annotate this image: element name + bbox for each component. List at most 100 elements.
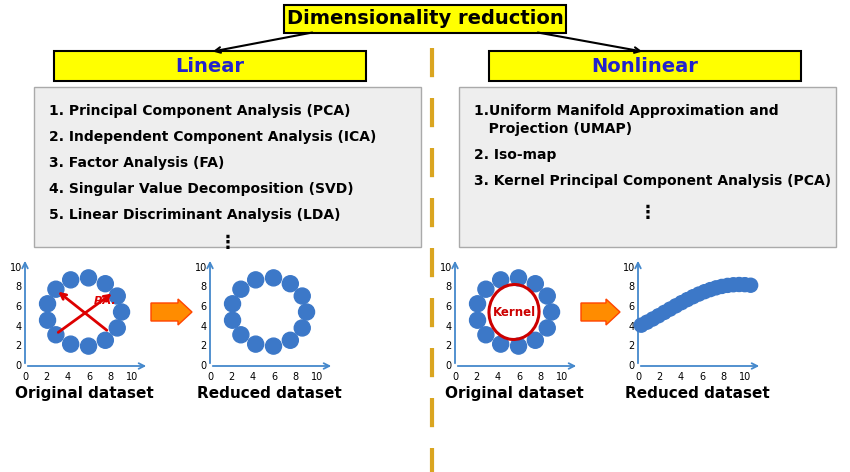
Circle shape: [493, 336, 508, 352]
Circle shape: [680, 293, 694, 307]
Text: 0: 0: [201, 361, 207, 371]
FancyBboxPatch shape: [284, 5, 566, 33]
Circle shape: [721, 278, 734, 292]
Text: 4: 4: [250, 372, 256, 382]
Text: 4: 4: [65, 372, 71, 382]
Text: 6: 6: [700, 372, 706, 382]
Text: 8: 8: [108, 372, 114, 382]
Text: 2: 2: [16, 341, 22, 351]
Text: 1.Uniform Manifold Approximation and: 1.Uniform Manifold Approximation and: [474, 104, 779, 118]
Text: 2. Iso-map: 2. Iso-map: [474, 148, 557, 162]
Circle shape: [110, 320, 125, 336]
Text: 2: 2: [473, 372, 479, 382]
Text: 8: 8: [721, 372, 727, 382]
Text: 8: 8: [629, 282, 635, 293]
Circle shape: [651, 309, 666, 323]
Text: 10: 10: [9, 263, 22, 273]
Text: 4: 4: [201, 322, 207, 332]
Text: 4: 4: [629, 322, 635, 332]
Circle shape: [294, 288, 310, 304]
Circle shape: [698, 285, 711, 299]
Circle shape: [686, 290, 700, 303]
Circle shape: [511, 338, 526, 354]
Text: 4: 4: [446, 322, 452, 332]
Text: 4: 4: [677, 372, 684, 382]
Circle shape: [48, 281, 64, 297]
Circle shape: [738, 278, 752, 292]
Text: 2: 2: [656, 372, 663, 382]
Circle shape: [81, 270, 97, 286]
Text: 8: 8: [292, 372, 299, 382]
Circle shape: [233, 281, 249, 297]
Circle shape: [110, 288, 125, 304]
Circle shape: [675, 295, 688, 310]
Text: 10: 10: [556, 372, 569, 382]
Circle shape: [715, 279, 728, 294]
Circle shape: [640, 315, 654, 329]
Text: 2: 2: [445, 341, 452, 351]
Circle shape: [469, 296, 485, 312]
Text: 6: 6: [87, 372, 93, 382]
Circle shape: [732, 278, 746, 292]
Text: 3. Factor Analysis (FA): 3. Factor Analysis (FA): [49, 156, 224, 170]
Text: 8: 8: [16, 282, 22, 293]
Circle shape: [282, 332, 298, 348]
Text: 2: 2: [629, 341, 635, 351]
Circle shape: [527, 276, 543, 292]
Circle shape: [247, 336, 264, 352]
Text: Projection (UMAP): Projection (UMAP): [474, 122, 632, 136]
Text: Kernel: Kernel: [492, 305, 536, 319]
Text: 4: 4: [16, 322, 22, 332]
Circle shape: [478, 327, 494, 343]
Text: 6: 6: [446, 302, 452, 312]
Text: 10: 10: [195, 263, 207, 273]
Circle shape: [40, 296, 55, 312]
Text: P.A.: P.A.: [94, 296, 116, 306]
Text: Original dataset: Original dataset: [14, 386, 153, 401]
Text: 0: 0: [16, 361, 22, 371]
Circle shape: [63, 272, 79, 288]
Text: Nonlinear: Nonlinear: [592, 57, 699, 76]
Circle shape: [81, 338, 97, 354]
Circle shape: [646, 312, 660, 326]
Circle shape: [493, 272, 508, 288]
Text: 2: 2: [229, 372, 235, 382]
Circle shape: [539, 288, 555, 304]
Text: Reduced dataset: Reduced dataset: [625, 386, 769, 401]
Text: 6: 6: [271, 372, 277, 382]
Circle shape: [265, 270, 281, 286]
Circle shape: [657, 305, 672, 320]
Text: 0: 0: [207, 372, 213, 382]
Text: 0: 0: [22, 372, 28, 382]
Text: 6: 6: [516, 372, 523, 382]
Text: 10: 10: [311, 372, 323, 382]
Text: 0: 0: [446, 361, 452, 371]
Text: 1. Principal Component Analysis (PCA): 1. Principal Component Analysis (PCA): [49, 104, 350, 118]
Circle shape: [692, 287, 706, 301]
FancyBboxPatch shape: [459, 87, 836, 247]
Circle shape: [539, 320, 555, 336]
Text: 0: 0: [629, 361, 635, 371]
Text: Reduced dataset: Reduced dataset: [196, 386, 342, 401]
Text: ⋮: ⋮: [638, 204, 656, 222]
Circle shape: [233, 327, 249, 343]
Text: 8: 8: [201, 282, 207, 293]
Circle shape: [663, 302, 677, 316]
Circle shape: [478, 281, 494, 297]
Circle shape: [98, 332, 113, 348]
Text: 4. Singular Value Decomposition (SVD): 4. Singular Value Decomposition (SVD): [49, 182, 354, 196]
Text: 6: 6: [16, 302, 22, 312]
Circle shape: [282, 276, 298, 292]
Circle shape: [727, 278, 740, 292]
Text: 10: 10: [126, 372, 139, 382]
Text: 2: 2: [43, 372, 49, 382]
Text: 4: 4: [495, 372, 501, 382]
Circle shape: [744, 278, 757, 292]
Circle shape: [298, 304, 314, 320]
Circle shape: [709, 281, 723, 295]
Circle shape: [543, 304, 559, 320]
Circle shape: [48, 327, 64, 343]
Text: 10: 10: [740, 372, 751, 382]
Text: ⋮: ⋮: [218, 234, 236, 252]
Text: 3. Kernel Principal Component Analysis (PCA): 3. Kernel Principal Component Analysis (…: [474, 174, 831, 188]
